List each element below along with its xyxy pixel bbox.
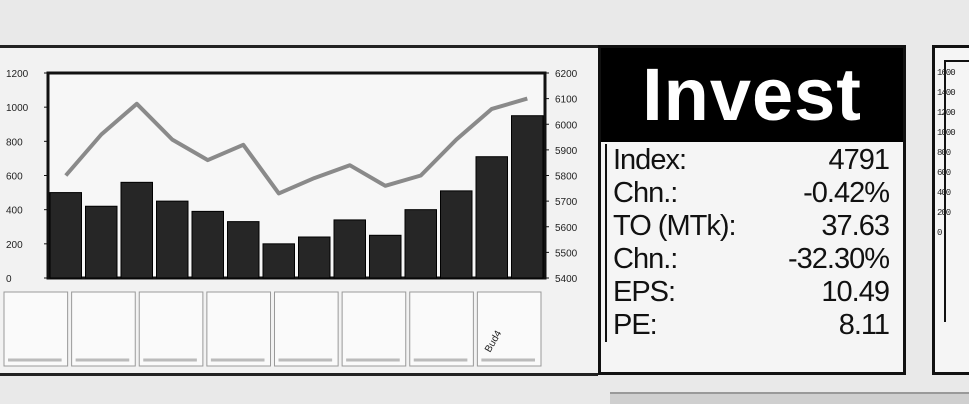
stat-value: 37.63: [821, 210, 890, 242]
volume-bar: [120, 181, 153, 279]
stat-row-pe: PE: 8.11: [607, 309, 897, 342]
invest-panel: Invest Index: 4791 Chn.: -0.42% TO (MTk)…: [598, 45, 906, 375]
left-axis-tick-label: 400: [6, 206, 23, 217]
stat-label: PE:: [613, 309, 658, 341]
stats-list: Index: 4791 Chn.: -0.42% TO (MTk): 37.63…: [605, 144, 897, 342]
right-axis-tick-label: 5700: [555, 197, 578, 208]
stat-value: 4791: [828, 144, 890, 176]
stat-row-turnover: TO (MTk): 37.63: [607, 210, 897, 243]
stat-label: Index:: [613, 144, 687, 176]
stat-row-turnover-change: Chn.: -32.30%: [607, 243, 897, 276]
invest-title: Invest: [601, 48, 903, 142]
volume-bar: [49, 192, 82, 279]
thumbnail-cell: [274, 291, 339, 367]
secondary-axis-tick-label: 400: [937, 188, 951, 198]
right-axis-tick-label: 5800: [555, 172, 578, 183]
right-axis-tick-label: 5900: [555, 146, 578, 157]
right-axis-tick-label: 5500: [555, 248, 578, 259]
secondary-chart-panel: 1600 1400 1200 1000 800 600 400 200 0: [932, 45, 969, 375]
secondary-axis-tick-label: 0: [937, 228, 943, 238]
volume-bar: [262, 243, 295, 279]
thumbnail-cell: [476, 291, 542, 367]
right-axis-tick-label: 6100: [555, 95, 578, 106]
secondary-axis-tick-label: 1600: [937, 68, 956, 78]
volume-bar: [333, 219, 366, 279]
stat-value: -0.42%: [803, 177, 890, 209]
bottom-scrollbar[interactable]: [610, 392, 969, 404]
left-axis-tick-label: 600: [6, 172, 23, 183]
right-axis-tick-label: 5400: [555, 274, 578, 285]
right-axis-tick-label: 6200: [555, 69, 578, 80]
stat-value: -32.30%: [787, 243, 890, 275]
thumbnail-cell: [138, 291, 204, 367]
secondary-axis-tick-label: 800: [937, 148, 951, 158]
volume-bar: [404, 209, 437, 279]
right-axis-tick-label: 5600: [555, 223, 578, 234]
stat-value: 8.11: [838, 309, 890, 341]
market-chart-panel: 1200 1000 800 600 400 200 0 6200 6100 6000 5900 580…: [0, 45, 598, 376]
thumbnail-cell: [3, 291, 69, 367]
stat-value: 10.49: [821, 276, 890, 308]
left-axis-tick-label: 0: [6, 274, 12, 285]
stat-label: Chn.:: [613, 177, 678, 209]
stat-row-index-change: Chn.: -0.42%: [607, 177, 897, 210]
left-axis-tick-label: 1000: [6, 103, 29, 114]
volume-bar: [298, 236, 331, 279]
thumbnail-cell: [206, 291, 271, 367]
secondary-axis-tick-label: 1200: [937, 108, 956, 118]
volume-bar: [156, 200, 189, 279]
volume-bar: [475, 156, 508, 279]
thumbnail-cell: [409, 291, 474, 367]
index-line: [64, 96, 528, 196]
volume-bar: [85, 205, 118, 279]
right-axis-tick-label: 6000: [555, 120, 578, 131]
stat-label: EPS:: [613, 276, 676, 308]
volume-bar: [511, 115, 544, 279]
secondary-axis-tick-label: 600: [937, 168, 951, 178]
market-chart: 1200 1000 800 600 400 200 0 6200 6100 6000 5900 580…: [3, 69, 578, 367]
left-axis-tick-label: 1200: [6, 69, 29, 80]
secondary-axis-tick-label: 200: [937, 208, 951, 218]
volume-bar: [227, 221, 260, 279]
thumbnail-cell: [71, 291, 136, 367]
left-axis-tick-label: 800: [6, 137, 23, 148]
stat-row-index: Index: 4791: [607, 144, 897, 177]
secondary-chart-plot: [944, 60, 969, 322]
volume-bar: [440, 190, 473, 279]
volume-bar: [191, 210, 224, 279]
secondary-axis-tick-label: 1000: [937, 128, 956, 138]
volume-bar: [369, 234, 402, 279]
thumbnail-cell: [341, 291, 407, 367]
stat-row-eps: EPS: 10.49: [607, 276, 897, 309]
secondary-axis-tick-label: 1400: [937, 88, 956, 98]
left-axis-tick-label: 200: [6, 240, 23, 251]
stat-label: TO (MTk):: [613, 210, 737, 242]
stat-label: Chn.:: [613, 243, 678, 275]
